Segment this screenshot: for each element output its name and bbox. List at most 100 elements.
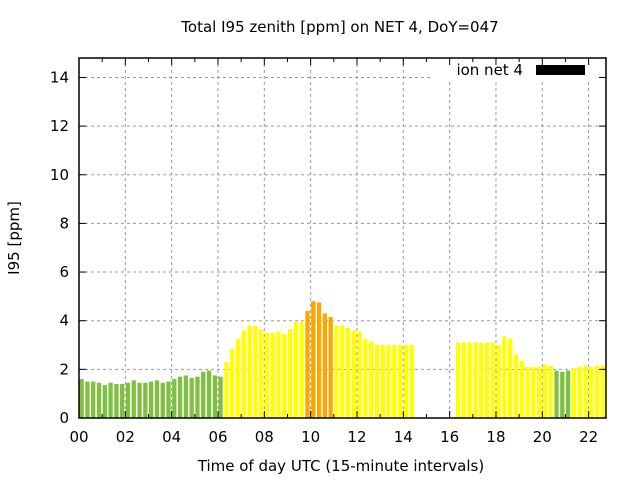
bar: [334, 325, 339, 418]
bar: [120, 383, 125, 418]
bar: [177, 376, 183, 418]
bar: [508, 338, 513, 418]
bar: [79, 379, 84, 418]
bar: [403, 345, 409, 418]
x-axis-label: Time of day UTC (15-minute intervals): [197, 457, 484, 475]
bar: [502, 336, 507, 418]
bar: [513, 354, 519, 418]
bar: [91, 381, 96, 418]
y-tick-label: 14: [50, 68, 69, 86]
x-tick-label: 00: [69, 428, 88, 446]
x-tick-label: 02: [116, 428, 135, 446]
bar: [537, 366, 542, 418]
bar: [235, 338, 241, 418]
bar: [241, 330, 246, 418]
bar: [380, 345, 385, 418]
bar: [409, 345, 414, 418]
bar: [392, 345, 397, 418]
bar: [490, 342, 495, 418]
y-tick-label: 8: [59, 214, 69, 232]
x-tick-label: 22: [579, 428, 598, 446]
y-tick-label: 4: [59, 312, 69, 330]
bar: [172, 379, 177, 418]
bar: [137, 382, 142, 418]
bar: [322, 313, 328, 418]
y-tick-label: 2: [59, 360, 69, 378]
bar: [386, 345, 391, 418]
bar: [247, 325, 252, 418]
bar: [600, 365, 605, 418]
bar: [160, 382, 165, 418]
y-tick-label: 10: [50, 166, 69, 184]
x-tick-label: 16: [440, 428, 459, 446]
legend: ion net 4: [430, 60, 600, 80]
bar: [206, 370, 212, 418]
bar: [571, 368, 577, 418]
bar: [311, 301, 316, 418]
bar: [369, 341, 374, 418]
bar: [108, 382, 113, 418]
y-tick-label: 6: [59, 263, 69, 281]
bar: [461, 342, 467, 418]
bar: [183, 375, 189, 418]
bar: [467, 342, 472, 418]
bar: [253, 325, 258, 418]
bar: [166, 381, 171, 418]
bar: [594, 365, 600, 418]
bar: [473, 342, 478, 418]
bar: [340, 325, 345, 418]
bar: [148, 381, 154, 418]
bar: [154, 380, 160, 418]
bar: [589, 366, 594, 418]
bar: [114, 383, 119, 418]
x-tick-label: 20: [533, 428, 552, 446]
bar: [102, 385, 107, 418]
bar: [316, 302, 322, 418]
y-tick-label: 12: [50, 117, 69, 135]
bar: [363, 338, 368, 418]
bar: [143, 382, 148, 418]
x-tick-label: 04: [162, 428, 181, 446]
bar: [479, 342, 484, 418]
bar: [351, 330, 356, 418]
bar: [305, 310, 310, 418]
bar: [264, 332, 270, 418]
bar: [131, 380, 136, 418]
bar: [195, 376, 200, 418]
bar: [525, 366, 530, 418]
x-tick-label: 08: [255, 428, 274, 446]
bar: [496, 345, 501, 418]
bar: [212, 375, 217, 418]
bar: [218, 376, 223, 418]
bar: [230, 348, 235, 418]
bars: [79, 301, 605, 418]
bar: [345, 328, 351, 418]
bar: [299, 321, 304, 418]
bar: [224, 362, 229, 418]
bar: [560, 371, 565, 418]
bar: [548, 365, 553, 418]
bar: [96, 382, 102, 418]
x-tick-label: 12: [347, 428, 366, 446]
y-tick-label: 0: [59, 409, 69, 427]
bar: [125, 382, 131, 418]
x-tick-label: 06: [208, 428, 227, 446]
y-axis-label: I95 [ppm]: [5, 201, 23, 275]
bar: [282, 334, 287, 418]
bar: [583, 365, 588, 418]
bar: [531, 366, 536, 418]
bar: [398, 345, 403, 418]
legend-swatch: [536, 65, 585, 75]
bar: [577, 366, 582, 418]
bar: [565, 370, 571, 418]
plot-frame: [78, 57, 607, 419]
bar: [259, 329, 264, 418]
bar: [201, 371, 206, 418]
bar: [287, 329, 293, 418]
legend-label: ion net 4: [456, 61, 523, 79]
bar: [189, 377, 194, 418]
bar: [455, 342, 461, 418]
bar: [357, 331, 362, 418]
